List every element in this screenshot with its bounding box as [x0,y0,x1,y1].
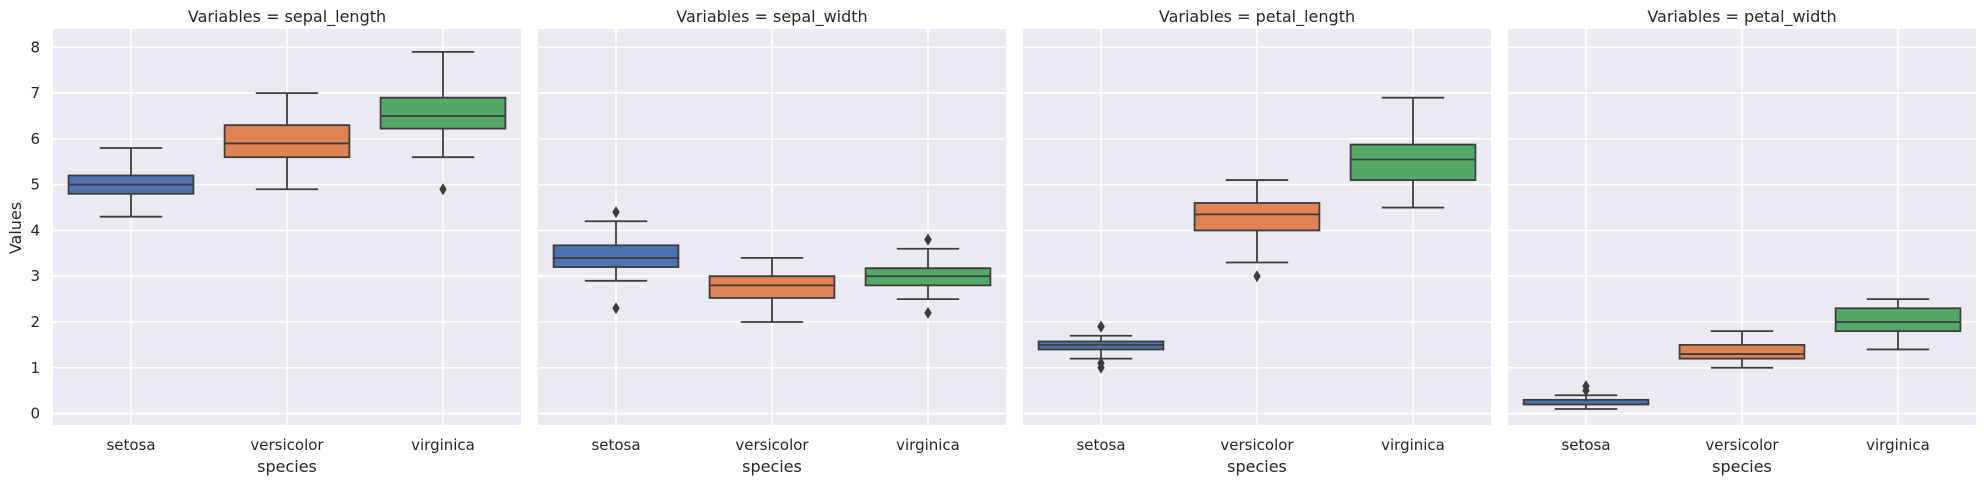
box-versicolor [1678,330,1806,369]
y-tick-label: 4 [30,221,40,239]
x-axis-label: species [257,457,317,476]
box-setosa [67,147,195,218]
x-tick-label: virginica [896,436,960,454]
iqr-box [1834,307,1962,333]
box-setosa [1522,380,1650,410]
y-tick-label: 7 [30,84,40,102]
x-tick-label: setosa [106,436,155,454]
box-virginica [864,233,992,319]
iqr-box [1349,143,1477,181]
x-tick-label: versicolor [1220,436,1294,454]
box-virginica [1834,298,1962,351]
x-axis-label: species [1712,457,1772,476]
outlier-point [612,302,620,315]
iqr-box [1193,202,1321,232]
facet-title: Variables = sepal_length [188,7,386,27]
box-virginica [379,50,507,196]
facet-title: Variables = petal_length [1159,7,1355,27]
y-tick-label: 1 [30,359,40,377]
x-tick-label: setosa [1076,436,1125,454]
box-setosa [1037,320,1165,374]
x-tick-label: setosa [591,436,640,454]
box-versicolor [1193,179,1321,283]
iqr-box [1678,343,1806,360]
iqr-box [552,244,680,268]
y-tick-label: 8 [30,38,40,56]
box-setosa [552,206,680,315]
x-tick-label: virginica [1381,436,1445,454]
outlier-point [1097,320,1105,333]
outlier-point [612,206,620,219]
outlier-point [924,306,932,319]
x-axis-label: species [742,457,802,476]
y-tick-label: 6 [30,130,40,148]
x-tick-label: versicolor [1705,436,1779,454]
box-versicolor [708,257,836,323]
iqr-box [223,124,351,159]
y-tick-label: 0 [30,405,40,423]
box-virginica [1349,96,1477,209]
facet-title: Variables = petal_width [1647,7,1836,27]
x-axis-label: species [1227,457,1287,476]
outlier-point [1097,361,1105,374]
box-versicolor [223,92,351,191]
x-tick-label: virginica [1866,436,1930,454]
outlier-point [924,233,932,246]
iqr-box [379,96,507,130]
y-tick-label: 5 [30,176,40,194]
iqr-box [708,275,836,299]
outlier-point [1253,270,1261,283]
y-tick-label: 3 [30,267,40,285]
outlier-point [1582,380,1590,393]
facet-title: Variables = sepal_width [676,7,867,27]
x-tick-label: versicolor [250,436,324,454]
x-tick-label: setosa [1561,436,1610,454]
y-axis-label: Values [6,202,25,254]
y-tick-label: 2 [30,313,40,331]
x-tick-label: virginica [411,436,475,454]
x-tick-label: versicolor [735,436,809,454]
outlier-point [439,183,447,196]
